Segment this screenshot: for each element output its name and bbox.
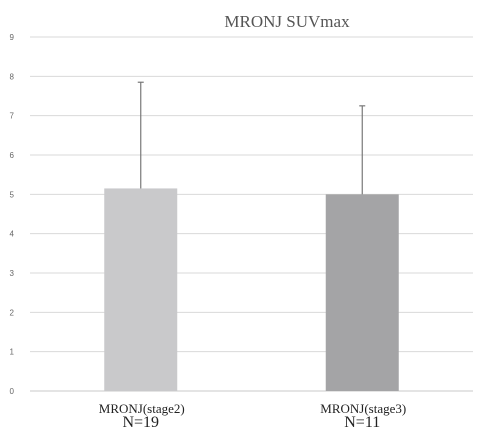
y-tick-9: 9 <box>10 33 15 42</box>
y-tick-0: 0 <box>10 387 15 396</box>
y-tick-1: 1 <box>10 348 15 357</box>
gridlines <box>30 36 473 392</box>
x-category-label-1: MRONJ(stage2) <box>99 401 185 416</box>
bar-1 <box>104 188 178 391</box>
x-sample-size-1: N=19 <box>122 414 159 431</box>
x-sample-size-2: N=11 <box>344 414 380 431</box>
y-tick-5: 5 <box>10 190 15 199</box>
bars <box>104 188 399 391</box>
y-tick-2: 2 <box>10 308 15 317</box>
x-category-label-2: MRONJ(stage3) <box>320 401 406 416</box>
bar-2 <box>325 194 399 391</box>
y-axis-ticks: 0 1 2 3 4 5 6 7 8 9 <box>10 33 15 396</box>
y-tick-7: 7 <box>10 112 15 121</box>
y-tick-3: 3 <box>10 269 15 278</box>
y-tick-8: 8 <box>10 72 15 81</box>
y-tick-4: 4 <box>10 230 15 239</box>
error-bars <box>137 81 366 195</box>
chart-title: MRONJ SUVmax <box>224 12 350 31</box>
y-tick-6: 6 <box>10 151 15 160</box>
x-axis-labels: MRONJ(stage2)N=19 MRONJ(stage3)N=11 <box>99 401 406 431</box>
